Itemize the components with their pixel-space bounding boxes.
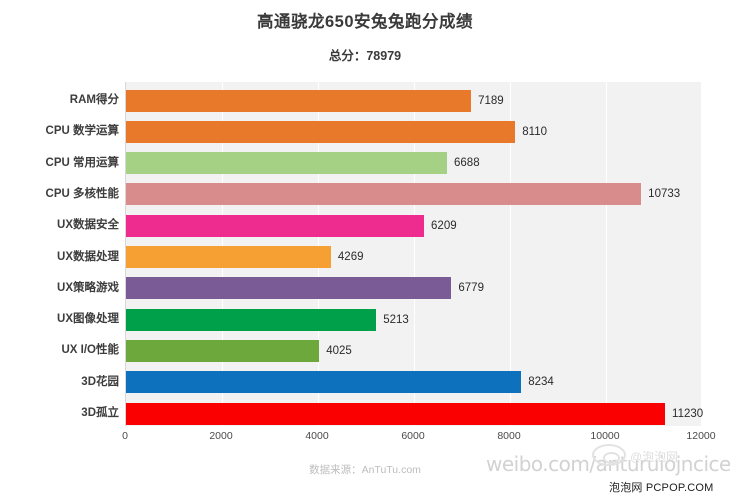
bar-row: 6688 — [126, 148, 701, 179]
x-axis-tick-label: 8000 — [497, 430, 521, 442]
y-axis-category-labels: RAM得分 CPU 数学运算 CPU 常用运算 CPU 多核性能 UX数据安全 UX数据处… — [0, 82, 119, 426]
pcpop-watermark: 泡泡网 PCPOP.COM — [609, 482, 714, 494]
bar-value-label: 6209 — [431, 219, 457, 232]
bar-row: 5213 — [126, 304, 701, 335]
bar-value-label: 4269 — [337, 251, 364, 263]
bar-value-label: 7189 — [478, 94, 504, 107]
y-axis-label: UX策略游戏 — [57, 281, 119, 294]
y-axis-label: UX I/O性能 — [61, 344, 119, 357]
bar — [126, 214, 425, 237]
bar — [126, 402, 666, 425]
bar-row: 8110 — [126, 116, 701, 147]
plot-wrapper: RAM得分 CPU 数学运算 CPU 常用运算 CPU 多核性能 UX数据安全 UX数据处… — [0, 82, 730, 442]
gridline — [414, 82, 415, 426]
gridline — [606, 82, 607, 426]
bar — [126, 183, 642, 206]
y-axis-label: RAM得分 — [69, 94, 119, 106]
x-axis-tick-label: 6000 — [401, 430, 425, 442]
bar — [126, 339, 320, 362]
bar-value-label: 4025 — [326, 344, 352, 357]
x-axis-tick-label: 10000 — [590, 430, 620, 442]
chart-subtitle-total-score: 总分：78979 — [328, 49, 402, 63]
bar-value-label: 6688 — [454, 157, 480, 170]
y-axis-label: UX数据安全 — [57, 219, 119, 232]
y-axis-label: UX数据处理 — [57, 250, 119, 263]
y-axis-label: CPU 常用运算 — [45, 156, 119, 169]
gridline — [702, 82, 703, 426]
x-axis-tick-label: 4000 — [305, 430, 329, 442]
bar-row: 4269 — [126, 242, 701, 273]
bar-value-label: 10733 — [648, 188, 681, 201]
bar-row: 11230 — [126, 398, 704, 429]
weibo-logo-icon — [592, 444, 626, 466]
bar-row: 4025 — [126, 335, 701, 366]
bars-layer: 7189 8110 6688 10733 6209 4269 6779 5213 4025 823… — [126, 82, 704, 429]
bar — [126, 371, 522, 394]
bar-value-label: 8110 — [522, 125, 547, 138]
y-axis-label: CPU 多核性能 — [45, 187, 119, 200]
bar — [126, 246, 331, 268]
x-axis-ticks: 0 2000 4000 6000 8000 10000 12000 — [122, 426, 716, 448]
bar — [126, 152, 448, 175]
y-axis-label: CPU 数学运算 — [45, 125, 119, 138]
x-axis-tick-label: 2000 — [209, 430, 233, 442]
x-axis-tick-label: 0 — [122, 430, 128, 442]
y-axis-label: 3D花园 — [81, 375, 119, 388]
bar-value-label: 11230 — [672, 407, 704, 420]
bar — [126, 120, 516, 143]
bar-row: 6209 — [126, 210, 701, 241]
bar-row: 10733 — [126, 179, 701, 210]
y-axis-label: UX图像处理 — [57, 313, 119, 326]
bar-value-label: 8234 — [528, 376, 554, 389]
bar-value-label: 6779 — [458, 282, 484, 295]
x-axis-tick-label: 12000 — [686, 430, 716, 442]
bar-row: 6779 — [126, 273, 701, 304]
bar-value-label: 5213 — [383, 313, 409, 326]
bar-row: 8234 — [126, 367, 701, 398]
weibo-handle-watermark: @泡泡网 — [630, 450, 679, 464]
bar — [126, 277, 452, 300]
bar — [126, 308, 377, 331]
plot-area: 7189 8110 6688 10733 6209 4269 6779 5213 4025 823… — [125, 82, 704, 429]
chart-title: 高通骁龙650安兔兔跑分成绩 — [256, 13, 474, 31]
y-axis-label: 3D孤立 — [81, 407, 119, 419]
source-note: 数据来源：AnTuTu.com — [309, 464, 421, 476]
bar — [126, 89, 472, 112]
gridline — [510, 82, 511, 426]
bar-row: 7189 — [126, 85, 701, 116]
